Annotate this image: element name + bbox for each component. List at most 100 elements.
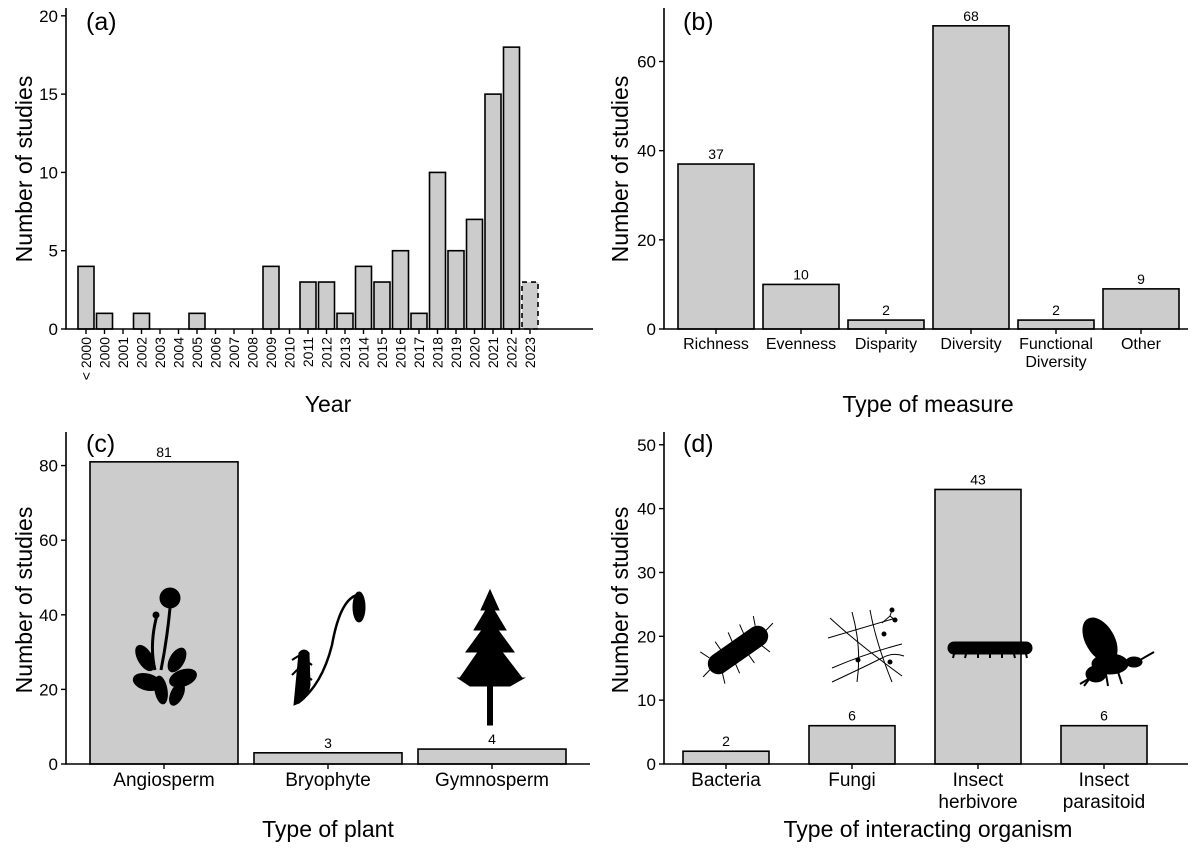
panel-c-ylabel: Number of studies [11, 507, 37, 694]
x-tick-label: 2015 [374, 337, 390, 368]
panel-c-xlabel: Type of plant [262, 816, 394, 842]
x-tick-label: Insect herbivore [938, 770, 1017, 813]
moss-icon [291, 591, 366, 706]
x-tick-label: 2019 [448, 337, 464, 368]
bar-evenness [762, 283, 840, 330]
bar-disparity [847, 319, 925, 330]
y-tick-label: 20 [39, 680, 58, 699]
data-label-insect-herbivore: 43 [970, 471, 986, 487]
data-label-other: 9 [1137, 271, 1145, 287]
y-tick-label: 40 [39, 606, 58, 625]
x-tick-label: 2020 [467, 337, 483, 368]
y-tick-label: 5 [49, 242, 58, 261]
data-label-evenness: 10 [793, 266, 809, 282]
bar-2000 [95, 312, 114, 330]
x-tick-label: 2021 [485, 337, 501, 368]
panel-c-y-ticks: 0 20 40 60 80 [39, 457, 66, 774]
panel-b-bars: 37 10 2 68 2 9 [677, 8, 1180, 330]
x-tick-label: Bacteria [691, 770, 761, 791]
bar-2002 [132, 312, 151, 330]
panel-d: (d) Number of studies Type of interactin… [607, 430, 1188, 842]
panel-d-xlabel: Type of interacting organism [784, 816, 1073, 842]
bacterium-icon [700, 615, 774, 684]
x-tick-label: 2022 [504, 337, 520, 368]
bar-insect-parasitoid [1060, 724, 1148, 765]
x-tick-label: Gymnosperm [435, 770, 549, 791]
data-label-bryophyte: 3 [324, 735, 332, 751]
bar-2016 [391, 249, 410, 330]
x-tick-label: Insect parasitoid [1063, 770, 1145, 813]
y-tick-label: 10 [637, 691, 656, 710]
panel-b-axes [663, 8, 1188, 330]
panel-b-label: (b) [683, 8, 714, 36]
y-tick-label: 50 [637, 436, 656, 455]
y-tick-label: 0 [647, 320, 656, 339]
bar-other [1102, 288, 1180, 330]
panel-c: (c) Number of studies Type of plant 81 3 4… [11, 430, 590, 842]
panel-d-ylabel: Number of studies [607, 507, 633, 694]
bar-gymnosperm [417, 748, 567, 765]
y-tick-label: 60 [637, 53, 656, 72]
bar-fungi [808, 724, 896, 765]
panel-a-x-labels: < 2000 2000 2001 2002 2003 2004 2005 2006 2007 20… [78, 329, 538, 380]
bar-bryophyte [253, 752, 403, 765]
x-tick-label: 2014 [356, 337, 372, 368]
panel-c-x-labels: Angiosperm Bryophyte Gymnosperm [113, 764, 549, 791]
panel-d-axes [663, 432, 1188, 765]
x-tick-label: Richness [683, 336, 749, 353]
bar-2018 [428, 171, 447, 330]
panel-a: (a) Number of studies Year 0 5 10 15 20 < 20… [11, 7, 593, 417]
bar--2000 [77, 265, 95, 330]
bar-2019 [447, 249, 465, 330]
y-tick-label: 40 [637, 500, 656, 519]
x-tick-label: 2011 [300, 337, 316, 367]
x-tick-label: 2003 [152, 337, 168, 368]
x-tick-label: Bryophyte [285, 770, 371, 791]
x-tick-label: 2004 [171, 337, 187, 368]
x-tick-label: 2016 [393, 337, 409, 368]
x-tick-label: Diversity [940, 336, 1001, 353]
data-label-disparity: 2 [882, 302, 890, 318]
panel-a-xlabel: Year [305, 391, 352, 417]
x-tick-label: 2001 [115, 337, 131, 368]
data-label-insect-parasitoid: 6 [1100, 708, 1108, 724]
bar-angiosperm [89, 461, 239, 765]
x-tick-label: Fungi [828, 770, 876, 791]
x-tick-label: 2017 [411, 337, 427, 368]
panel-c-bars: 81 3 4 [89, 444, 567, 765]
y-tick-label: 0 [49, 320, 58, 339]
flower-icon [132, 587, 197, 706]
bar-2011 [299, 281, 317, 330]
panel-b-xlabel: Type of measure [842, 391, 1013, 417]
bar-bacteria [682, 750, 770, 765]
y-tick-label: 10 [39, 163, 58, 182]
y-tick-label: 20 [39, 7, 58, 26]
bar-2022 [502, 46, 521, 330]
y-tick-label: 0 [49, 755, 58, 774]
bar-diversity [932, 25, 1010, 330]
panel-c-label: (c) [86, 430, 115, 458]
x-tick-label: 2010 [282, 337, 298, 368]
bar-2009 [262, 265, 280, 330]
data-label-gymnosperm: 4 [488, 731, 496, 747]
panel-a-y-ticks: 0 5 10 15 20 [39, 7, 66, 339]
x-tick-label: 2000 [97, 337, 113, 368]
data-label-bacteria: 2 [722, 733, 730, 749]
bar-insect-herbivore [934, 488, 1022, 765]
panel-b-x-labels: Richness Evenness Disparity Diversity Functi… [683, 329, 1162, 371]
x-tick-label: Evenness [766, 336, 836, 353]
panel-c-axes [65, 432, 590, 765]
bar-2014 [354, 265, 373, 330]
y-tick-label: 30 [637, 563, 656, 582]
x-tick-label: Angiosperm [113, 770, 214, 791]
y-tick-label: 0 [647, 755, 656, 774]
data-label-fungi: 6 [848, 708, 856, 724]
y-tick-label: 60 [39, 531, 58, 550]
bar-functional-diversity [1017, 319, 1095, 330]
x-tick-label: 2007 [226, 337, 242, 368]
panel-d-x-labels: Bacteria Fungi Insect herbivore Insect parasi… [691, 764, 1145, 813]
bar-2021 [484, 93, 502, 330]
x-tick-label: 2009 [263, 337, 279, 368]
